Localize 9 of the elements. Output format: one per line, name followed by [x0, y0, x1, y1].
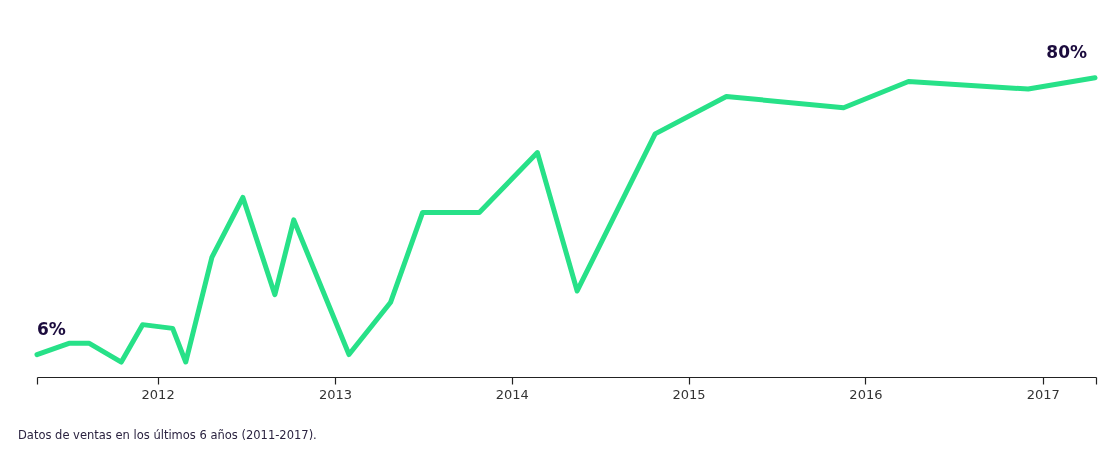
data-label: 80% [1046, 41, 1088, 62]
x-tick-label: 2013 [318, 386, 352, 402]
x-tick-label: 2017 [1026, 386, 1060, 402]
x-tick-label: 2015 [672, 386, 706, 402]
data-label: 6% [37, 318, 66, 339]
text: Datos de ventas en los últimos 6 años (2011-2017). [18, 428, 317, 442]
x-tick-label: 2016 [849, 386, 883, 402]
x-tick-label: 2012 [141, 386, 175, 402]
x-tick-label: 2014 [495, 386, 529, 402]
